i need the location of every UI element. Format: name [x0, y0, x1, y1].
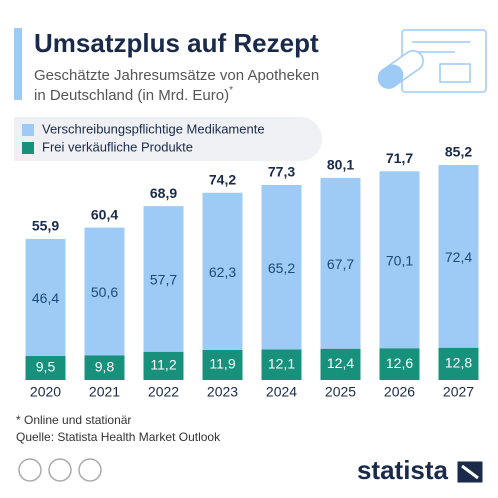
- plot: 9,5 46,4 55,9 2020 9,8 50,6 60,4 2021 11,2 57,7 68…: [25, 144, 479, 400]
- value-label: 9,5: [36, 359, 56, 375]
- bar: [143, 351, 184, 380]
- bar: [438, 165, 479, 348]
- bar: [143, 206, 184, 352]
- x-tick-label: 2021: [89, 384, 120, 400]
- total-label: 68,9: [150, 185, 177, 201]
- x-tick-label: 2024: [266, 384, 297, 400]
- bar: [261, 184, 302, 350]
- license-icons: [18, 458, 102, 482]
- value-label: 46,4: [32, 290, 59, 306]
- illustration: [377, 29, 487, 93]
- value-label: 11,9: [209, 356, 235, 372]
- value-label: 62,3: [209, 264, 236, 280]
- value-label: 67,7: [327, 256, 354, 272]
- total-label: 77,3: [268, 164, 295, 180]
- legend-box: [14, 117, 322, 161]
- total-label: 80,1: [327, 157, 354, 173]
- value-label: 12,1: [268, 355, 295, 371]
- bar: [84, 227, 125, 356]
- x-tick-label: 2025: [325, 384, 356, 400]
- value-label: 50,6: [91, 284, 118, 300]
- bar: [438, 347, 479, 380]
- value-label: 72,4: [445, 249, 472, 265]
- legend-label: Frei verkäufliche Produkte: [42, 139, 193, 154]
- x-tick-label: 2020: [30, 384, 61, 400]
- total-label: 60,4: [91, 206, 118, 222]
- value-label: 9,8: [95, 358, 115, 374]
- x-tick-label: 2026: [384, 384, 415, 400]
- legend-swatch: [22, 124, 34, 136]
- bar: [25, 356, 66, 380]
- bar: [320, 348, 361, 380]
- brand-icon: [454, 458, 486, 486]
- legend: Verschreibungspflichtige Medikamente Frei…: [22, 121, 265, 154]
- chart-title: Umsatzplus auf Rezept: [34, 28, 319, 58]
- bar: [320, 177, 361, 349]
- x-tick-label: 2027: [443, 384, 474, 400]
- value-label: 65,2: [268, 260, 295, 276]
- bar: [202, 349, 243, 380]
- total-label: 71,7: [386, 150, 413, 166]
- legend-label: Verschreibungspflichtige Medikamente: [42, 121, 265, 136]
- value-label: 11,2: [150, 357, 176, 373]
- bar: [25, 238, 66, 357]
- subtitle-line: in Deutschland (in Mrd. Euro): [34, 87, 229, 104]
- value-label: 12,8: [445, 355, 472, 371]
- bar: [84, 355, 125, 380]
- brand-logo: statista: [357, 455, 449, 485]
- x-tick-label: 2023: [207, 384, 238, 400]
- value-label: 12,4: [327, 355, 354, 371]
- value-label: 12,6: [386, 355, 413, 371]
- source: Quelle: Statista Health Market Outlook: [16, 430, 221, 444]
- legend-swatch: [22, 142, 34, 154]
- accent-bar: [14, 28, 22, 100]
- value-label: 70,1: [386, 252, 413, 268]
- bar: [379, 348, 420, 380]
- total-label: 74,2: [209, 171, 236, 187]
- x-tick-label: 2022: [148, 384, 179, 400]
- bar: [202, 192, 243, 350]
- subtitle: Geschätzte Jahresumsätze von Apotheken: [34, 67, 319, 84]
- footnote: * Online und stationär: [16, 413, 131, 427]
- value-label: 57,7: [150, 272, 177, 288]
- subtitle: in Deutschland (in Mrd. Euro)*: [34, 85, 233, 104]
- bar: [379, 171, 420, 349]
- total-label: 85,2: [445, 144, 472, 160]
- bar: [261, 349, 302, 380]
- total-label: 55,9: [32, 218, 59, 234]
- subtitle-marker: *: [229, 85, 233, 96]
